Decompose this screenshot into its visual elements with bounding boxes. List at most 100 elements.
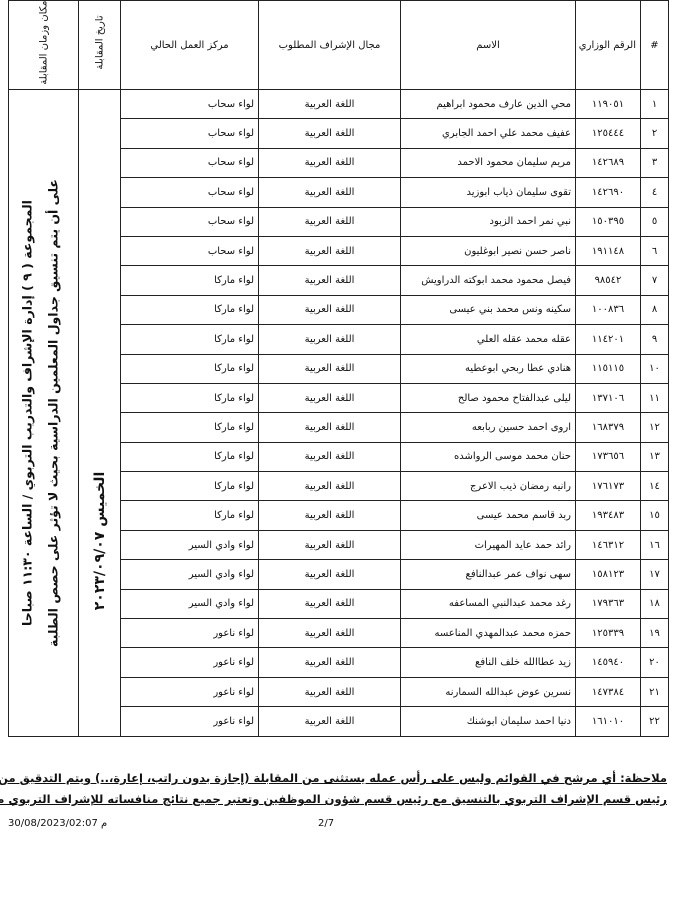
- table-cell: لواء ماركا: [120, 441, 259, 473]
- table-cell: لواء ماركا: [120, 471, 259, 502]
- table-cell: ١٨: [640, 588, 669, 620]
- table-row: ٣ ١٤٢٦٨٩ مريم سليمان محمود الاحمد اللغة الع…: [9, 147, 669, 179]
- table-cell: ١١٤٢٠١: [575, 324, 641, 355]
- table-row: ١٠ ١١٥١١٥ هنادي عطا ربحي ابوعطيه اللغة العر…: [9, 353, 669, 384]
- table-cell: سهى نواف عمر عبدالنافع: [400, 559, 576, 590]
- table-cell: اللغة العربية: [258, 559, 401, 590]
- table-cell: ٢٠: [640, 647, 669, 678]
- table-row: ١٤ ١٧٦١٧٣ رانيه رمضان ذيب الاعرج اللغة العر…: [9, 471, 669, 502]
- table-cell: ١٤٦٣١٢: [575, 529, 641, 561]
- table-cell: اللغة العربية: [258, 706, 401, 737]
- table-cell: ١٤٢٦٨٩: [575, 147, 641, 179]
- table-cell: رانيه رمضان ذيب الاعرج: [400, 471, 576, 502]
- table-cell: زيد عطاالله خلف النافع: [400, 647, 576, 678]
- timestamp: 30/08/2023/02:07 م: [8, 818, 108, 829]
- table-cell: ١٣٧١٠٦: [575, 382, 641, 414]
- header-cell: مركز العمل الحالي: [120, 0, 259, 90]
- table-cell: ٩: [640, 324, 669, 355]
- header-cell: تاريخ المقابلة: [78, 0, 121, 90]
- table-cell: ٢: [640, 118, 669, 149]
- table-cell: حمزه محمد عبدالمهدي المناعسه: [400, 618, 576, 649]
- table-cell: ٤: [640, 177, 669, 208]
- table-cell: ١٩٣٤٨٣: [575, 500, 641, 531]
- table-row: ١١ ١٣٧١٠٦ ليلى عبدالفتاح محمود صالح اللغة ا…: [9, 382, 669, 414]
- table-cell: اللغة العربية: [258, 324, 401, 355]
- table-cell: لواء ماركا: [120, 265, 259, 296]
- table-cell: ١٢٥٤٤٤: [575, 118, 641, 149]
- table-cell: لواء وادي السير: [120, 529, 259, 561]
- table-row: ١ ١١٩٠٥١ محي الدين عارف محمود ابراهيم اللغة…: [8, 88, 669, 737]
- table-cell: ١٤: [640, 471, 669, 502]
- table-cell: ١٩١١٤٨: [575, 235, 641, 267]
- table-cell: اللغة العربية: [258, 500, 401, 531]
- header-cell: #: [640, 0, 669, 90]
- header-cell: مجال الإشراف المطلوب: [258, 0, 401, 90]
- table-cell: لواء سحاب: [120, 206, 259, 237]
- table-cell: اللغة العربية: [258, 147, 401, 179]
- table-row: ١٦ ١٤٦٣١٢ رائد حمد عايد المهيرات اللغة العر…: [9, 529, 669, 561]
- table-cell: ١١٩٠٥١: [575, 88, 641, 120]
- table-row: ٢٠ ١٤٥٩٤٠ زيد عطاالله خلف النافع اللغة العر…: [9, 647, 669, 678]
- table-cell: اللغة العربية: [258, 588, 401, 620]
- table-row: ٨ ١٠٠٨٣٦ سكينه ونس محمد بني عيسى اللغة العر…: [9, 294, 669, 326]
- table-cell: رغد محمد عبدالنبي المساعفه: [400, 588, 576, 620]
- table-cell: ١١: [640, 382, 669, 414]
- table-cell: ١٧٣٦٥٦: [575, 441, 641, 473]
- table-cell: اللغة العربية: [258, 88, 401, 120]
- place-cell: المجموعة ( ٩ ) إدارة الإشراف والتدريب ال…: [8, 89, 79, 737]
- table-cell: ١٧٩٣٦٣: [575, 588, 641, 620]
- table-cell: اللغة العربية: [258, 618, 401, 649]
- table-cell: لواء ماركا: [120, 382, 259, 414]
- table-cell: اللغة العربية: [258, 118, 401, 149]
- table-cell: اروى احمد حسين ربابعه: [400, 412, 576, 443]
- table-cell: ٧: [640, 265, 669, 296]
- table-cell: اللغة العربية: [258, 647, 401, 678]
- table-cell: اللغة العربية: [258, 676, 401, 708]
- table-cell: اللغة العربية: [258, 382, 401, 414]
- table-cell: لواء ناعور: [120, 647, 259, 678]
- place-line: المجموعة ( ٩ ) إدارة الإشراف والتدريب ال…: [19, 200, 35, 627]
- table-cell: حنان محمد موسى الرواشده: [400, 441, 576, 473]
- table-cell: لواء ناعور: [120, 676, 259, 708]
- table-cell: ١٤٥٩٤٠: [575, 647, 641, 678]
- table-cell: نبي نمر احمد الزبود: [400, 206, 576, 237]
- table-cell: سكينه ونس محمد بني عيسى: [400, 294, 576, 326]
- table-cell: اللغة العربية: [258, 353, 401, 384]
- table-cell: اللغة العربية: [258, 529, 401, 561]
- interview-date: الخميس ٢٠٢٣/٠٩/٠٧: [92, 471, 108, 611]
- header-cell: الاسم: [400, 0, 576, 90]
- table-cell: ناصر حسن نصير ابوغليون: [400, 235, 576, 267]
- table-cell: لواء ناعور: [120, 706, 259, 737]
- header-cell: الرقم الوزاري: [575, 0, 641, 90]
- table-cell: ١٧: [640, 559, 669, 590]
- table-cell: لواء ماركا: [120, 294, 259, 326]
- schedule-table: # الرقم الوزاري الاسم مجال الإشراف المطلوب م…: [8, 0, 669, 737]
- note-line: ملاحظة: أي مرشح في القوائم وليس على رأس …: [0, 771, 667, 785]
- table-row: ٧ ٩٨٥٤٢ فيصل محمود محمد ابوكته الدراويش الل…: [9, 265, 669, 296]
- table-cell: ١٥٨١٢٣: [575, 559, 641, 590]
- table-cell: ليلى عبدالفتاح محمود صالح: [400, 382, 576, 414]
- table-cell: نسرين عوض عبدالله السمارنه: [400, 676, 576, 708]
- place-line: على أن يتم تنسيق جداول المعلمين الدراسية…: [45, 179, 61, 648]
- table-cell: ٨: [640, 294, 669, 326]
- table-cell: لواء سحاب: [120, 147, 259, 179]
- table-row: ٦ ١٩١١٤٨ ناصر حسن نصير ابوغليون اللغة العرب…: [9, 235, 669, 267]
- table-cell: اللغة العربية: [258, 294, 401, 326]
- table-cell: عقله محمد عقله العلي: [400, 324, 576, 355]
- date-cell: الخميس ٢٠٢٣/٠٩/٠٧: [78, 89, 121, 737]
- header-label: مكان وزمان المقابلة: [38, 0, 50, 85]
- table-cell: ١٤٢٦٩٠: [575, 177, 641, 208]
- table-cell: ٣: [640, 147, 669, 179]
- table-cell: اللغة العربية: [258, 412, 401, 443]
- table-cell: ٩٨٥٤٢: [575, 265, 641, 296]
- table-cell: ١٧٦١٧٣: [575, 471, 641, 502]
- header-row: # الرقم الوزاري الاسم مجال الإشراف المطلوب م…: [8, 0, 669, 90]
- table-row: ١٩ ١٢٥٣٣٩ حمزه محمد عبدالمهدي المناعسه اللغ…: [9, 618, 669, 649]
- table-cell: فيصل محمود محمد ابوكته الدراويش: [400, 265, 576, 296]
- table-cell: مريم سليمان محمود الاحمد: [400, 147, 576, 179]
- table-cell: لواء وادي السير: [120, 588, 259, 620]
- table-cell: اللغة العربية: [258, 441, 401, 473]
- page-number: 2/7: [318, 818, 335, 829]
- table-row: ٢١ ١٤٧٣٨٤ نسرين عوض عبدالله السمارنه اللغة …: [9, 676, 669, 708]
- table-cell: تقوى سليمان ذياب ابوزيد: [400, 177, 576, 208]
